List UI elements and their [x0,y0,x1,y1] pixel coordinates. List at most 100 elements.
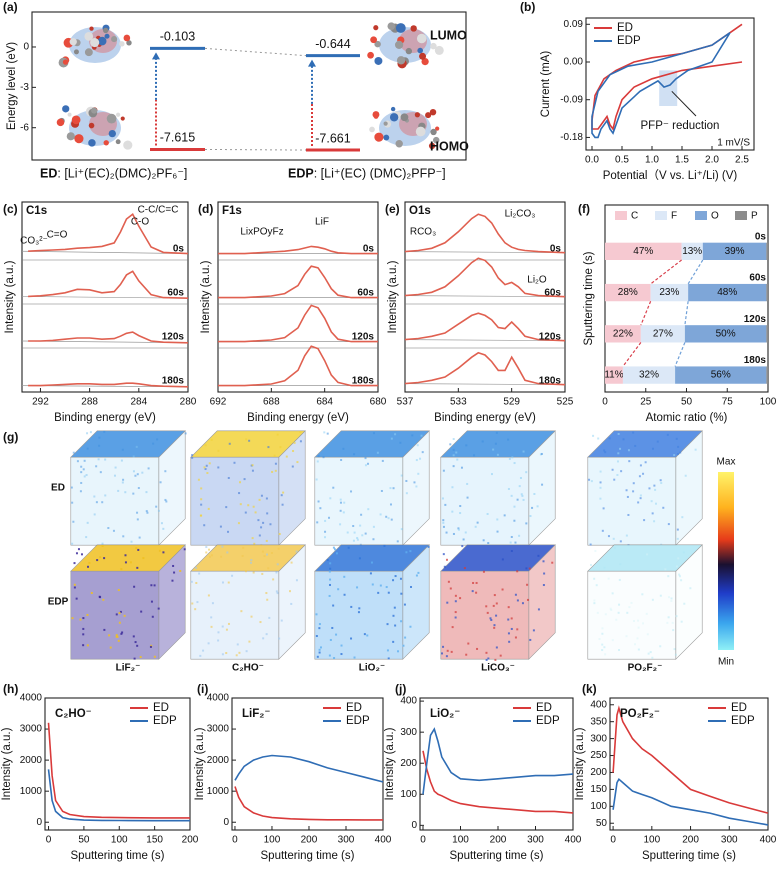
cube-dot [409,625,412,628]
panel-title: LiO₂⁻ [430,708,460,720]
panel-title: PO₂F₂⁻ [620,708,660,720]
panel-label: (e) [385,202,400,216]
cube-dot [405,492,408,495]
level-value: -0.103 [160,30,195,44]
bar-segment [681,242,703,260]
panel-label: (i) [197,682,208,696]
cube-dot [172,564,175,567]
cube-dot [236,643,239,646]
legend-swatch [615,211,627,220]
cube-dot [598,638,601,641]
cube-dot [260,494,263,497]
cube-dot [347,546,350,549]
y-tick-label: 1000 [207,786,230,797]
plot-frame [419,697,574,831]
atom [428,142,436,150]
cube-dot [139,656,142,659]
cube-dot [124,554,127,557]
atom [410,25,417,32]
cube-dot [542,584,545,587]
atom [374,56,383,65]
atom [123,34,131,42]
cube-dot [662,506,665,509]
cube-dot [165,500,168,503]
bar-segment [675,366,767,384]
spectrum [218,304,378,343]
cube-dot [205,551,208,554]
cube-dot [389,503,392,506]
cube-dot [82,617,85,620]
cube-dot [449,443,452,446]
cube-dot [532,629,535,632]
boundary-link [640,301,652,326]
cube-dot [82,468,85,471]
cube-dot [464,531,467,534]
cube-dot [343,593,346,596]
cube-dot [258,498,261,501]
x-tick-label: 292 [32,397,49,408]
atom [430,42,437,50]
cube-dot [121,481,124,484]
y-axis-label: Intensity (a.u.) [574,727,586,800]
cube-dot [476,521,479,524]
x-tick-label: 100 [111,835,128,846]
bar-segment [622,366,676,384]
cube-dot [626,611,629,614]
cube-dot [625,534,628,537]
cube-dot [511,456,514,459]
cube-dot [200,498,203,501]
cube-dot [529,638,532,641]
cube-dot [328,516,331,519]
cube-dot [164,498,167,501]
cube-dot [340,644,343,647]
cube-dot [508,640,511,643]
cube-dot [108,634,111,637]
cube-dot [540,452,543,455]
y-axis-label: Intensity (a.u.) [4,260,16,333]
cube-dot [357,611,360,614]
cube-dot [162,527,165,530]
atom [126,40,132,46]
y-tick-label: 250 [590,750,607,761]
cube-dot [114,466,117,469]
cube-dot [607,535,610,538]
cube-dot [80,553,83,556]
x-tick-label: 533 [450,397,467,408]
cube-dot [607,577,610,580]
atom [421,57,429,66]
cube-dot [316,655,319,658]
cube-dot [611,639,614,642]
cube-dot [208,548,211,551]
y-axis-label: Intensity (a.u.) [194,727,206,800]
cube-dot [250,615,253,618]
cube-dot [366,634,369,637]
x-tick-label: 25 [640,397,652,408]
cube-dot [364,464,367,467]
cube-dot [367,508,370,511]
cube-dot [282,491,285,494]
cube-dot [604,451,607,454]
cube-dot [195,581,198,584]
category-label: 120s [744,314,767,325]
cube-dot [353,531,356,534]
cube-dot [324,530,327,533]
value-label: 27% [653,328,673,339]
spectrum [28,270,189,299]
cube-dot [157,607,160,610]
y-tick-label: 2000 [207,755,230,766]
boundary-link [674,342,686,367]
cube-dot [415,459,418,462]
cube-dot [664,568,667,571]
atom [103,27,109,34]
cube-front [190,570,280,660]
cube-dot [392,640,395,643]
cube-dot [160,522,163,525]
cube-dot [329,562,332,565]
panel-label: (h) [3,682,18,696]
cube-dot [603,566,606,569]
cube-dot [353,453,356,456]
x-axis-label: Sputtering time (s) [71,850,165,862]
cube-dot [400,528,403,531]
cube-dot [496,530,499,533]
x-tick-label: 680 [370,397,387,408]
